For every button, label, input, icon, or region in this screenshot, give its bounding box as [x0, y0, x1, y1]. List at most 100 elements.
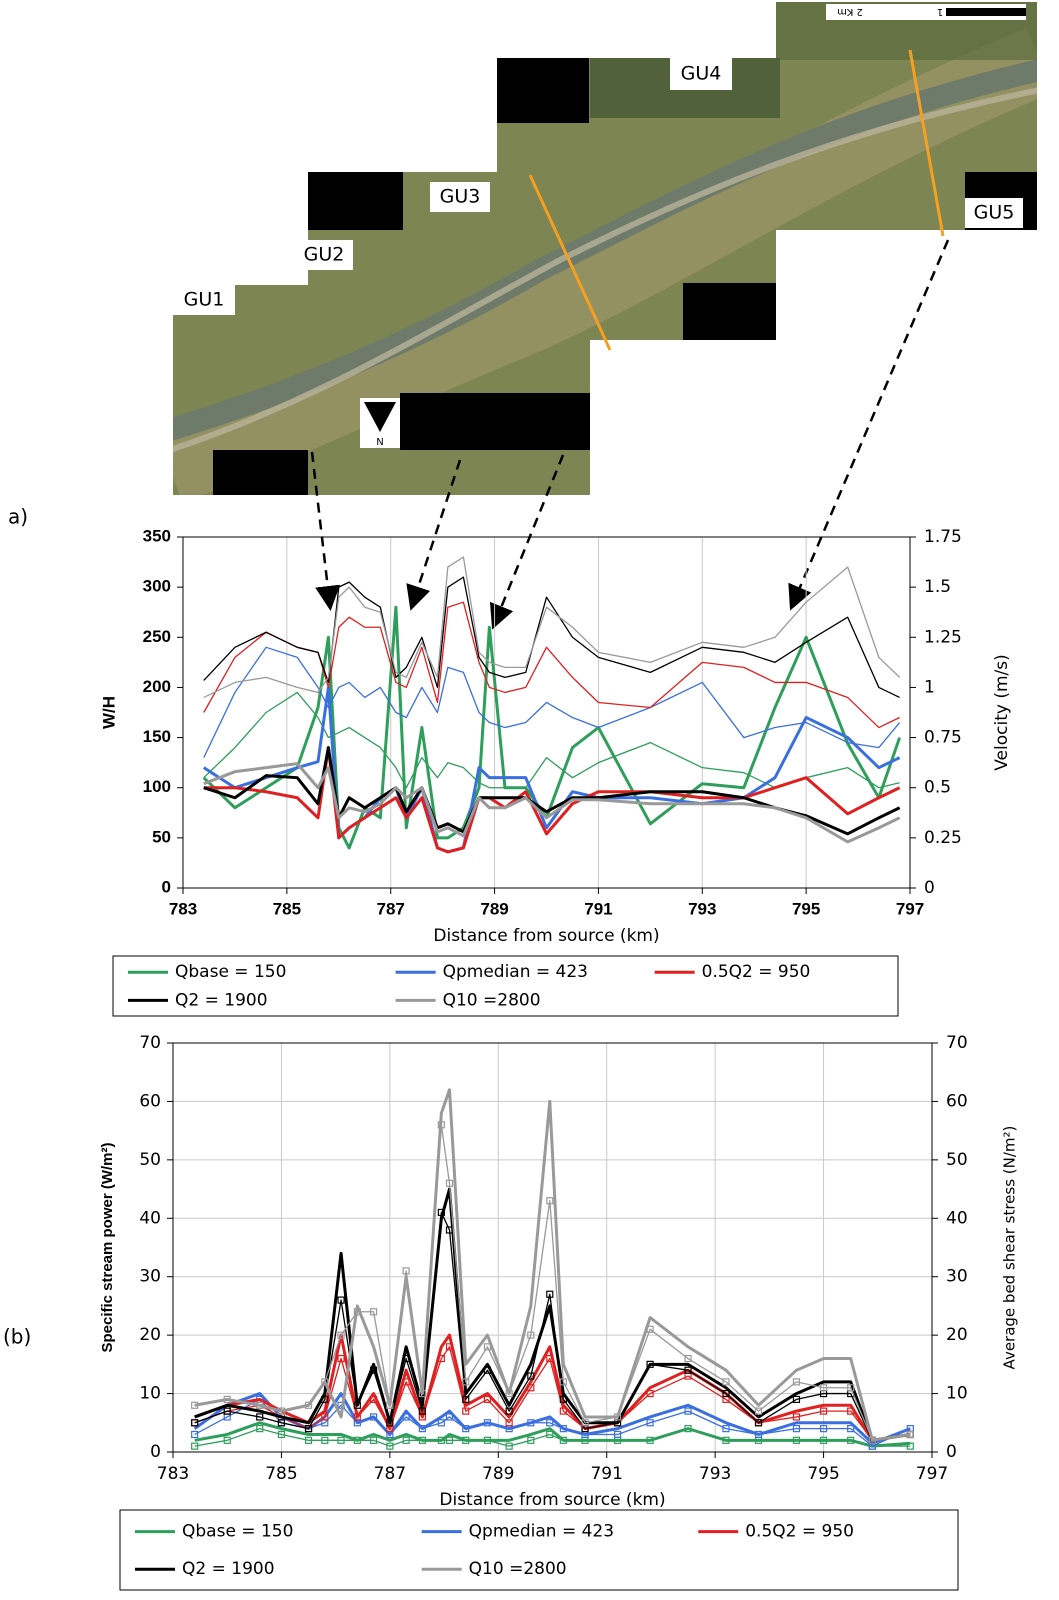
marker — [462, 1395, 470, 1404]
marker — [369, 1395, 378, 1404]
y2-tick-label: 70 — [946, 1033, 968, 1053]
unit-label: GU4 — [681, 63, 722, 85]
x-tick-label: 783 — [157, 1464, 189, 1484]
legend-label: Q2 = 1900 — [182, 1559, 275, 1579]
marker — [792, 1436, 801, 1444]
marker — [445, 1179, 454, 1187]
data-line — [202, 605, 902, 850]
x-tick-label: 795 — [807, 1464, 839, 1484]
marker — [386, 1419, 394, 1427]
north-label: N — [376, 435, 383, 446]
marker — [646, 1360, 654, 1368]
marker — [369, 1413, 378, 1421]
marker — [321, 1378, 329, 1386]
marker — [191, 1401, 199, 1409]
marker — [819, 1407, 828, 1415]
marker — [792, 1425, 801, 1433]
marker — [462, 1407, 470, 1415]
marker — [321, 1395, 329, 1404]
data-line — [203, 746, 901, 836]
scale-label: 1 — [937, 6, 943, 17]
marker — [191, 1442, 199, 1450]
x-tick-label: 795 — [792, 899, 820, 918]
label-box — [295, 240, 353, 270]
x-tick-label: 793 — [688, 899, 716, 918]
legend-label: Q2 = 1900 — [175, 990, 268, 1010]
y2-tick-label: 50 — [946, 1150, 968, 1170]
y2-tick-label: 0 — [946, 1442, 957, 1462]
y-tick-label: 0 — [150, 1442, 161, 1462]
marker — [437, 1121, 445, 1129]
y2-tick-label: 0.25 — [924, 828, 962, 848]
marker — [191, 1430, 199, 1439]
marker — [613, 1413, 622, 1421]
boundary — [908, 49, 945, 237]
marker — [462, 1378, 470, 1386]
data-line — [194, 1088, 911, 1442]
marker — [402, 1378, 410, 1386]
marker — [646, 1436, 654, 1444]
pointer-arrows — [310, 239, 950, 630]
data-line — [203, 601, 900, 729]
y-tick-label: 50 — [139, 1150, 161, 1170]
marker — [684, 1425, 692, 1433]
legend-label: Qbase = 150 — [175, 962, 286, 982]
marker — [445, 1436, 454, 1444]
marker — [868, 1436, 876, 1444]
data-line — [194, 1211, 911, 1441]
y-axis-title: Specific stream power (W/m²) — [99, 1142, 116, 1352]
marker — [418, 1407, 426, 1415]
y-axis-title: W/H — [99, 696, 118, 729]
marker — [277, 1419, 286, 1427]
marker — [847, 1384, 855, 1392]
marker — [402, 1436, 410, 1444]
marker — [483, 1395, 492, 1404]
marker — [462, 1436, 470, 1444]
marker — [353, 1436, 361, 1444]
data-line — [203, 576, 900, 699]
marker — [353, 1401, 361, 1409]
y-tick-label: 250 — [143, 627, 171, 646]
marker — [559, 1425, 567, 1433]
y2-tick-label: 10 — [946, 1384, 968, 1404]
marker — [256, 1413, 264, 1421]
marker — [505, 1407, 513, 1415]
unit-label: GU3 — [440, 186, 481, 208]
marker — [792, 1413, 801, 1421]
label-box — [173, 285, 235, 315]
marker — [304, 1436, 313, 1444]
marker — [847, 1425, 855, 1433]
data-line — [194, 1398, 911, 1447]
marker — [722, 1425, 730, 1433]
label-box — [965, 198, 1023, 228]
data-line — [194, 1187, 911, 1442]
marker — [819, 1384, 828, 1392]
x-tick-label: 791 — [584, 899, 612, 918]
y2-axis-title: Average bed shear stress (N/m²) — [1001, 1126, 1019, 1370]
marker — [418, 1425, 426, 1433]
marker — [559, 1407, 567, 1415]
marker — [418, 1389, 426, 1398]
panel-label: (b) — [3, 1325, 31, 1349]
unit-label: GU1 — [184, 289, 225, 311]
marker — [906, 1430, 914, 1439]
x-tick-label: 783 — [169, 899, 197, 918]
marker — [277, 1407, 286, 1415]
boundary — [528, 174, 612, 351]
marker — [684, 1354, 692, 1363]
marker — [754, 1430, 763, 1439]
marker — [337, 1296, 345, 1304]
marker — [559, 1378, 567, 1386]
marker — [527, 1372, 535, 1380]
marker — [819, 1425, 828, 1433]
marker — [722, 1436, 730, 1444]
marker — [402, 1267, 410, 1275]
marker — [437, 1208, 445, 1217]
marker — [353, 1308, 361, 1316]
x-axis-title: Distance from source (km) — [439, 1490, 665, 1510]
plot-frame — [182, 536, 911, 889]
marker — [445, 1343, 454, 1351]
x-tick-label: 789 — [482, 1464, 514, 1484]
marker — [369, 1436, 378, 1444]
